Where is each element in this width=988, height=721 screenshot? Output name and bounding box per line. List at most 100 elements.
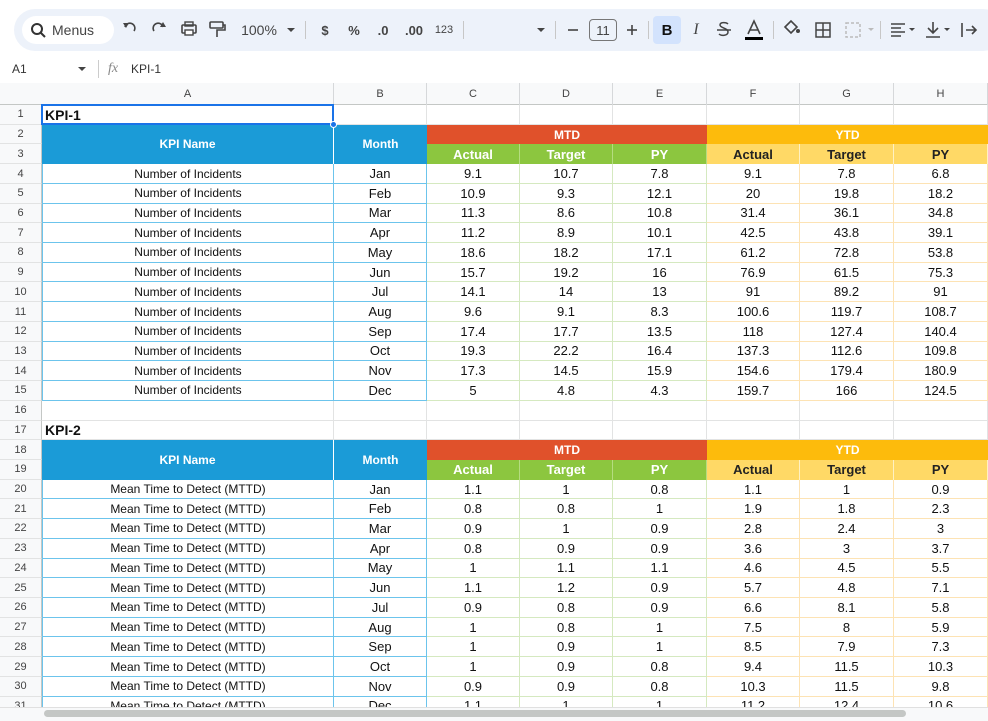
value-cell[interactable]: 19.8 — [800, 183, 894, 204]
redo[interactable] — [148, 9, 168, 51]
column-header[interactable]: C — [427, 83, 520, 105]
row-header[interactable]: 4 — [0, 164, 42, 184]
value-cell[interactable]: 14.1 — [427, 282, 520, 303]
zoom-dropdown[interactable] — [284, 9, 298, 51]
name-box[interactable]: A1 — [12, 62, 27, 76]
selection-handle[interactable] — [330, 120, 337, 128]
column-header[interactable]: D — [520, 83, 613, 105]
month-cell[interactable]: Aug — [334, 617, 427, 638]
kpi-name-cell[interactable]: Mean Time to Detect (MTTD) — [42, 499, 334, 520]
font-size-increase[interactable] — [624, 9, 640, 51]
value-cell[interactable]: 0.8 — [520, 617, 613, 638]
row-header[interactable]: 22 — [0, 519, 42, 539]
value-cell[interactable]: 1 — [613, 696, 707, 707]
value-cell[interactable]: 61.2 — [707, 243, 800, 263]
value-cell[interactable]: 12.1 — [613, 183, 707, 204]
value-cell[interactable]: 7.5 — [707, 617, 800, 638]
value-cell[interactable]: 0.9 — [427, 519, 520, 539]
month-cell[interactable]: Jun — [334, 578, 427, 598]
column-header[interactable]: A — [42, 83, 334, 105]
value-cell[interactable]: 0.9 — [520, 657, 613, 677]
kpi-name-cell[interactable]: Number of Incidents — [42, 302, 334, 322]
value-cell[interactable]: 0.8 — [613, 657, 707, 677]
row-header[interactable]: 16 — [0, 400, 42, 421]
zoom[interactable]: 100% — [241, 22, 277, 38]
kpi-name-cell[interactable]: Mean Time to Detect (MTTD) — [42, 578, 334, 598]
value-cell[interactable]: 17.4 — [427, 321, 520, 342]
month-cell[interactable]: Jan — [334, 164, 427, 184]
value-cell[interactable]: 179.4 — [800, 361, 894, 382]
kpi-name-cell[interactable]: Number of Incidents — [42, 282, 334, 303]
value-cell[interactable]: 10.9 — [427, 183, 520, 204]
value-cell[interactable]: 1 — [613, 499, 707, 520]
value-cell[interactable]: 1 — [427, 617, 520, 638]
value-cell[interactable]: 42.5 — [707, 223, 800, 244]
value-cell[interactable]: 0.9 — [613, 519, 707, 539]
value-cell[interactable]: 4.8 — [800, 578, 894, 598]
kpi-name-cell[interactable]: Mean Time to Detect (MTTD) — [42, 617, 334, 638]
increase-decimal[interactable]: .00 — [404, 22, 424, 38]
value-cell[interactable]: 13.5 — [613, 321, 707, 342]
value-cell[interactable]: 1.1 — [427, 696, 520, 707]
value-cell[interactable]: 43.8 — [800, 223, 894, 244]
value-cell[interactable]: 0.8 — [520, 598, 613, 618]
value-cell[interactable]: 118 — [707, 321, 800, 342]
row-header[interactable]: 18 — [0, 440, 42, 460]
text-color[interactable] — [742, 9, 766, 51]
value-cell[interactable]: 1 — [427, 657, 520, 677]
kpi-name-cell[interactable]: Number of Incidents — [42, 223, 334, 244]
value-cell[interactable]: 53.8 — [894, 243, 988, 263]
value-cell[interactable]: 0.8 — [613, 479, 707, 500]
row-header[interactable]: 24 — [0, 558, 42, 579]
row-header[interactable]: 30 — [0, 676, 42, 697]
value-cell[interactable]: 22.2 — [520, 341, 613, 362]
value-cell[interactable]: 7.8 — [800, 164, 894, 184]
italic[interactable]: I — [693, 21, 699, 38]
kpi-name-cell[interactable]: Mean Time to Detect (MTTD) — [42, 676, 334, 697]
value-cell[interactable]: 140.4 — [894, 321, 988, 342]
row-header[interactable]: 29 — [0, 657, 42, 677]
month-cell[interactable]: Apr — [334, 538, 427, 559]
value-cell[interactable]: 4.5 — [800, 558, 894, 579]
month-cell[interactable]: May — [334, 558, 427, 579]
decrease-decimal[interactable]: .0 — [377, 22, 389, 38]
value-cell[interactable]: 0.9 — [427, 676, 520, 697]
formula-content[interactable]: KPI-1 — [131, 62, 162, 76]
value-cell[interactable]: 127.4 — [800, 321, 894, 342]
value-cell[interactable]: 76.9 — [707, 262, 800, 283]
value-cell[interactable]: 18.6 — [427, 243, 520, 263]
row-header[interactable]: 11 — [0, 302, 42, 322]
value-cell[interactable]: 0.9 — [520, 676, 613, 697]
row-header[interactable]: 23 — [0, 538, 42, 559]
value-cell[interactable]: 6.6 — [707, 598, 800, 618]
font-size[interactable]: 11 — [589, 19, 617, 41]
value-cell[interactable]: 2.8 — [707, 519, 800, 539]
value-cell[interactable]: 0.9 — [613, 538, 707, 559]
value-cell[interactable]: 7.1 — [894, 578, 988, 598]
value-cell[interactable]: 8 — [800, 617, 894, 638]
row-header[interactable]: 3 — [0, 144, 42, 165]
value-cell[interactable]: 14 — [520, 282, 613, 303]
value-cell[interactable]: 17.1 — [613, 243, 707, 263]
value-cell[interactable]: 9.8 — [894, 676, 988, 697]
row-header[interactable]: 28 — [0, 637, 42, 658]
row-header[interactable]: 15 — [0, 381, 42, 401]
kpi-name-cell[interactable]: Number of Incidents — [42, 203, 334, 224]
month-cell[interactable]: May — [334, 243, 427, 263]
strikethrough[interactable] — [714, 9, 734, 51]
kpi-name-cell[interactable]: Mean Time to Detect (MTTD) — [42, 598, 334, 618]
value-cell[interactable]: 2.4 — [800, 519, 894, 539]
kpi-name-cell[interactable]: Number of Incidents — [42, 341, 334, 362]
month-cell[interactable]: Jun — [334, 262, 427, 283]
percent-format[interactable]: % — [348, 22, 360, 38]
month-cell[interactable]: Feb — [334, 183, 427, 204]
value-cell[interactable]: 4.8 — [520, 381, 613, 401]
row-header[interactable]: 12 — [0, 321, 42, 342]
value-cell[interactable]: 39.1 — [894, 223, 988, 244]
row-header[interactable]: 26 — [0, 598, 42, 618]
value-cell[interactable]: 119.7 — [800, 302, 894, 322]
value-cell[interactable]: 112.6 — [800, 341, 894, 362]
value-cell[interactable]: 1.2 — [520, 578, 613, 598]
value-cell[interactable]: 1 — [427, 558, 520, 579]
column-header[interactable]: E — [613, 83, 707, 105]
